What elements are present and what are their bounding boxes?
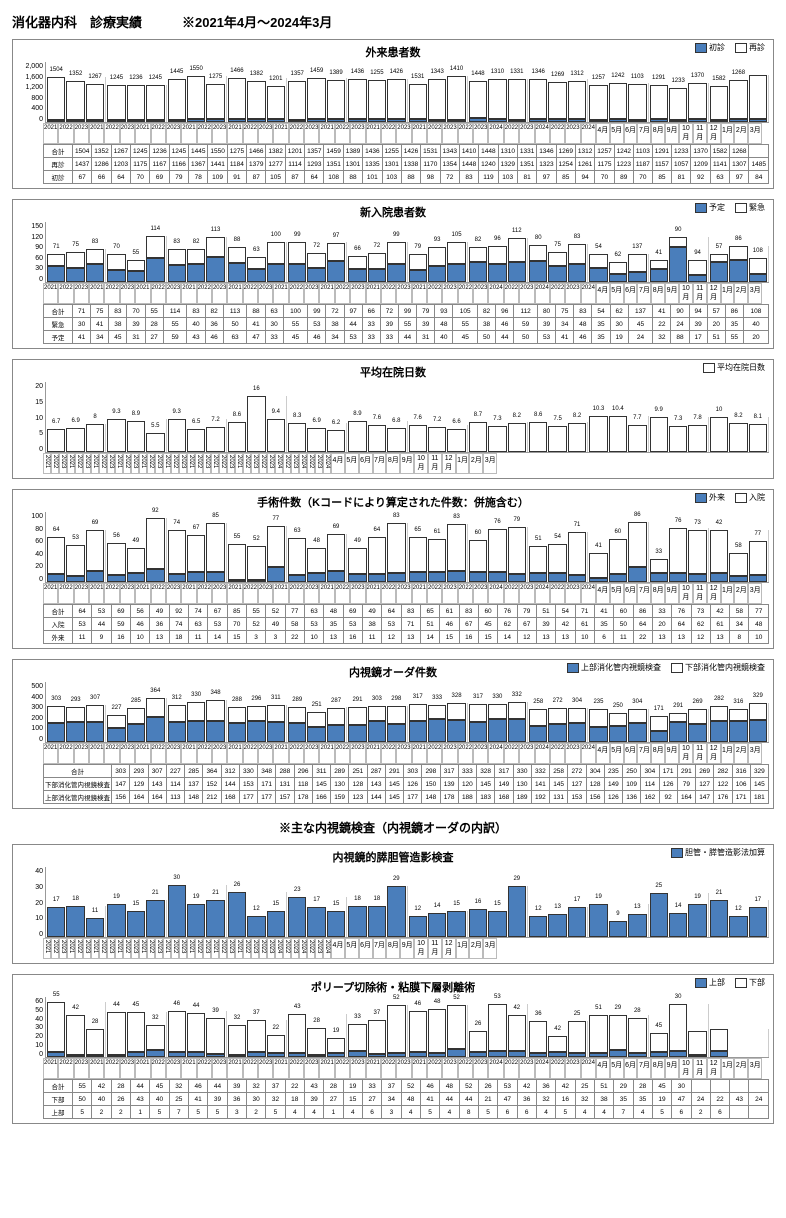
data-table: 合計30329330722728536431233034828829631128… (43, 764, 769, 804)
chart-title: 内視鏡的膵胆管造影検査 (17, 849, 769, 865)
chart-section: 内視鏡的膵胆管造影検査 胆管・膵管造影法加算 010203040 1718111… (12, 844, 774, 964)
chart-section: 新入院患者数 予定緊急 0306090120150 71758370551148… (12, 199, 774, 349)
plot-area: 5542284445324644393237224328193337524648… (45, 997, 769, 1058)
data-table: 合計55422844453246443932372243281933375246… (43, 1079, 769, 1119)
plot-area: 7175837055114838211388631009972976672997… (45, 222, 769, 283)
chart-section: 手術件数（Kコードにより算定された件数：併施含む） 外来入院 020406080… (12, 489, 774, 649)
plot-area: 6.76.989.38.95.59.36.57.28.6169.48.36.96… (45, 382, 769, 453)
legend: 上部下部 (695, 977, 765, 988)
main-title: 消化器内科 診療実績 (12, 12, 142, 31)
chart-section: ポリープ切除術・粘膜下層剥離術 上部下部 0102030405060 55422… (12, 974, 774, 1124)
chart-title: 平均在院日数 (17, 364, 769, 380)
chart-section: 内視鏡オーダ件数 上部消化管内視鏡検査下部消化管内視鏡検査 0100200300… (12, 659, 774, 809)
chart-title: 外来患者数 (17, 44, 769, 60)
data-table: 合計64536956499274678555527763486949648365… (43, 604, 769, 644)
data-table: 合計71758370551148382113886310099729766729… (43, 304, 769, 344)
sub-header: ※主な内視鏡検査（内視鏡オーダの内訳） (12, 819, 774, 836)
data-table: 合計15041352126712451236124514451550127514… (43, 144, 769, 184)
legend: 胆管・膵管造影法加算 (671, 847, 765, 858)
legend: 初診再診 (695, 42, 765, 53)
plot-area: 1504135212671245123612451445155012751466… (45, 62, 769, 123)
legend: 上部消化管内視鏡検査下部消化管内視鏡検査 (567, 662, 765, 673)
chart-title: 手術件数（Kコードにより算定された件数：併施含む） (17, 494, 769, 510)
date-range: ※2021年4月～2024年3月 (182, 12, 332, 31)
chart-title: 新入院患者数 (17, 204, 769, 220)
plot-area: 1718111915213019212612152317151818291214… (45, 867, 769, 938)
legend: 平均在院日数 (703, 362, 765, 373)
chart-section: 平均在院日数 平均在院日数 05101520 6.76.989.38.95.59… (12, 359, 774, 479)
chart-title: ポリープ切除術・粘膜下層剥離術 (17, 979, 769, 995)
plot-area: 3032933072272853643123303482882963112892… (45, 682, 769, 743)
legend: 外来入院 (695, 492, 765, 503)
plot-area: 6453695649927467855552776348694964836561… (45, 512, 769, 583)
legend: 予定緊急 (695, 202, 765, 213)
chart-section: 外来患者数 初診再診 04008001,2001,6002,000 150413… (12, 39, 774, 189)
